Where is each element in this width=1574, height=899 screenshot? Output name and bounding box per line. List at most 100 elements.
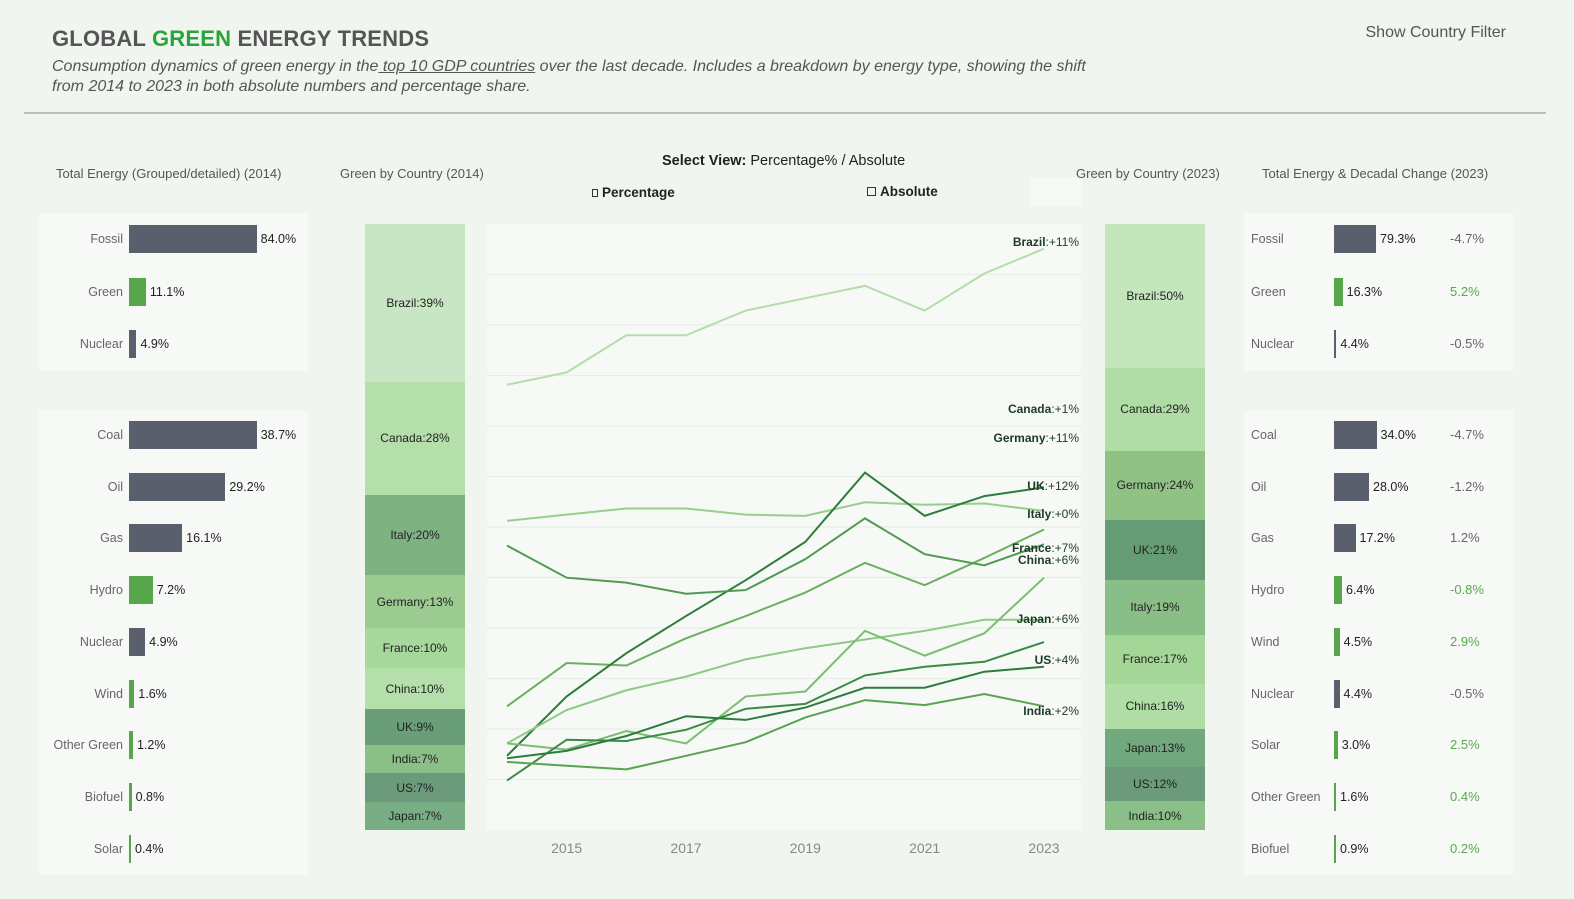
stack-segment-us[interactable]: US:12%: [1105, 766, 1205, 802]
bar-value-label: 7.2%: [156, 583, 186, 598]
bar[interactable]: [129, 330, 137, 358]
energy-2014-detailed-card: Coal 38.7% Oil 29.2% Gas 16.1% Hydro 7.2% Nuclea…: [39, 410, 308, 875]
bar-value-label: 34.0%: [1380, 428, 1416, 442]
stack-segment-italy[interactable]: Italy:19%: [1105, 580, 1205, 635]
show-country-filter-button[interactable]: Show Country Filter: [1365, 24, 1507, 41]
bar[interactable]: [1334, 731, 1338, 760]
bar-value-label: 16.3%: [1346, 284, 1383, 299]
bar[interactable]: [129, 576, 153, 605]
bar-value-label: 4.9%: [149, 634, 178, 649]
stack-segment-japan[interactable]: Japan:7%: [365, 801, 465, 830]
stack-segment-india[interactable]: India:10%: [1105, 801, 1205, 830]
absolute-checkbox-icon[interactable]: [867, 187, 876, 196]
bar-value-label: 6.4%: [1346, 583, 1375, 598]
green-2023-title: Green by Country (2023): [1076, 166, 1220, 181]
bar[interactable]: [1334, 225, 1377, 253]
stack-segment-italy[interactable]: Italy:20%: [365, 494, 465, 576]
decadal-change-label: 5.2%: [1450, 283, 1480, 299]
bar[interactable]: [1334, 782, 1336, 811]
percentage-toggle[interactable]: Percentage: [592, 185, 675, 200]
stack-segment-canada[interactable]: Canada:29%: [1105, 367, 1205, 451]
bar[interactable]: [129, 277, 146, 306]
bar[interactable]: [1334, 277, 1343, 306]
decadal-change-label: 0.2%: [1450, 840, 1480, 856]
bar-label: Solar: [1251, 738, 1281, 753]
bar[interactable]: [1334, 576, 1342, 605]
bar-value-label: 29.2%: [229, 479, 265, 494]
decadal-change-label: -0.8%: [1450, 582, 1484, 598]
bar[interactable]: [1334, 330, 1337, 358]
absolute-toggle-label: Absolute: [880, 184, 938, 199]
bar-value-label: 3.0%: [1341, 738, 1371, 753]
stack-segment-canada[interactable]: Canada:28%: [365, 381, 465, 495]
decadal-change-label: 2.9%: [1450, 633, 1480, 649]
stack-segment-brazil[interactable]: Brazil:50%: [1105, 224, 1205, 368]
percentage-checkbox-icon[interactable]: [592, 189, 598, 197]
bar-value-label: 4.5%: [1343, 634, 1373, 649]
stack-segment-germany[interactable]: Germany:24%: [1105, 450, 1205, 520]
bar-row-gas: Gas 16.1%: [39, 524, 308, 553]
bar[interactable]: [1334, 627, 1340, 656]
bar-value-label: 84.0%: [260, 232, 297, 246]
subtitle-link[interactable]: top 10 GDP countries: [378, 58, 536, 75]
bar[interactable]: [129, 731, 133, 760]
bar[interactable]: [1334, 421, 1377, 449]
bar[interactable]: [129, 679, 135, 708]
bar[interactable]: [1334, 472, 1369, 501]
bar-value-label: 79.3%: [1380, 232, 1416, 246]
x-tick-label: 2021: [909, 840, 940, 856]
stack-segment-france[interactable]: France:10%: [365, 628, 465, 669]
energy-2014-grouped-card: Fossil 84.0% Green 11.1% Nuclear 4.9%: [39, 213, 308, 371]
bar-row-oil: Oil 28.0% -1.2%: [1244, 472, 1514, 501]
bar-label: Oil: [1251, 479, 1267, 494]
bar-label: Coal: [1251, 428, 1277, 442]
bar[interactable]: [1334, 679, 1340, 708]
absolute-toggle[interactable]: Absolute: [867, 184, 938, 199]
title-part2: ENERGY TRENDS: [231, 26, 430, 51]
stack-segment-china[interactable]: China:10%: [365, 668, 465, 709]
stack-segment-germany[interactable]: Germany:13%: [365, 575, 465, 628]
bar-row-nuclear: Nuclear 4.4% -0.5%: [1244, 679, 1514, 708]
bar[interactable]: [129, 782, 132, 811]
bar-row-biofuel: Biofuel 0.9% 0.2%: [1244, 834, 1514, 863]
green-by-country-2014-stack: Brazil:39% Canada:28% Italy:20% Germany:13%…: [365, 224, 465, 830]
energy-2023-grouped-card: Fossil 79.3% -4.7% Green 16.3% 5.2% Nuclear 4.4…: [1244, 213, 1514, 371]
stack-segment-france[interactable]: France:17%: [1105, 634, 1205, 684]
bar-label: Hydro: [1251, 583, 1285, 598]
bar-row-other-green: Other Green 1.2%: [39, 731, 308, 760]
bar-label: Wind: [1251, 634, 1280, 649]
bar-row-nuclear: Nuclear 4.9%: [39, 330, 308, 358]
page-title: GLOBAL GREEN ENERGY TRENDS: [52, 26, 1112, 52]
stack-segment-brazil[interactable]: Brazil:39%: [365, 224, 465, 382]
bar[interactable]: [129, 834, 131, 863]
bar-row-coal: Coal 38.7%: [39, 421, 308, 449]
stack-segment-china[interactable]: China:16%: [1105, 683, 1205, 730]
decadal-change-label: 0.4%: [1450, 788, 1480, 804]
bar-value-label: 1.2%: [136, 738, 166, 753]
left-panel-title: Total Energy (Grouped/detailed) (2014): [56, 166, 282, 181]
bar-value-label: 4.4%: [1340, 337, 1369, 351]
bar[interactable]: [129, 225, 257, 253]
x-tick-label: 2023: [1028, 840, 1059, 856]
decadal-change-label: -0.5%: [1450, 336, 1484, 351]
stack-segment-uk[interactable]: UK:9%: [365, 708, 465, 746]
subtitle-part1: Consumption dynamics of green energy in …: [52, 58, 379, 75]
stack-segment-us[interactable]: US:7%: [365, 773, 465, 802]
stack-segment-india[interactable]: India:7%: [365, 745, 465, 774]
bar[interactable]: [129, 472, 226, 501]
bar[interactable]: [1334, 834, 1336, 863]
header: GLOBAL GREEN ENERGY TRENDS Consumption d…: [52, 26, 1112, 97]
bar-label: Wind: [94, 686, 123, 701]
bar-row-biofuel: Biofuel 0.8%: [39, 782, 308, 811]
bar[interactable]: [129, 421, 257, 449]
stack-segment-japan[interactable]: Japan:13%: [1105, 729, 1205, 767]
bar-label: Hydro: [89, 583, 123, 598]
stack-segment-uk[interactable]: UK:21%: [1105, 519, 1205, 581]
bar[interactable]: [129, 524, 183, 553]
bar-row-fossil: Fossil 79.3% -4.7%: [1244, 225, 1514, 253]
bar[interactable]: [1334, 524, 1356, 553]
bar-value-label: 0.9%: [1340, 841, 1369, 856]
select-view-options: Percentage% / Absolute: [750, 153, 906, 169]
bar-label: Gas: [100, 531, 123, 546]
bar[interactable]: [129, 627, 146, 656]
